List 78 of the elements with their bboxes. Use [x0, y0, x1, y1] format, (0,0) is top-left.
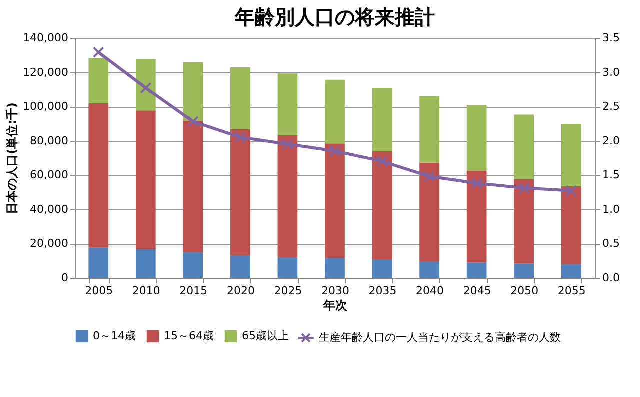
y-tick-label: 120,000: [23, 66, 68, 79]
y2-tick-label: 1.0: [602, 202, 620, 216]
y2-tick-label: 0.0: [602, 272, 620, 284]
y2-tick-label: 2.0: [602, 134, 620, 148]
legend-label: 65歳以上: [242, 329, 289, 342]
bar: [514, 264, 534, 278]
point: [424, 170, 436, 182]
bar: [136, 59, 156, 111]
point: [92, 46, 104, 58]
bar: [561, 264, 582, 278]
bar: [466, 262, 487, 278]
y-tick-label: 140,000: [23, 32, 68, 44]
bar: [372, 88, 392, 152]
bar: [372, 259, 392, 278]
x-tick-label: 2020: [226, 284, 255, 298]
y-tick-label: 20,000: [30, 237, 68, 250]
x-tick-label: 2010: [132, 284, 160, 298]
bar: [325, 80, 345, 144]
bar: [420, 262, 440, 278]
point: [518, 182, 530, 194]
bar: [420, 162, 440, 262]
y-tick-label: 80,000: [30, 134, 68, 148]
point: [140, 82, 152, 94]
bar: [372, 151, 392, 260]
x-tick-label: 2030: [322, 284, 350, 298]
bar: [230, 129, 250, 256]
bar: [88, 248, 109, 278]
y2-tick-label: 3.0: [602, 66, 620, 79]
legend-label: 0～14歳: [93, 329, 136, 342]
y-tick-label: 40,000: [30, 202, 68, 216]
bar: [183, 62, 204, 121]
point: [566, 185, 578, 197]
y2-tick-label: 1.5: [602, 168, 620, 182]
y-axis-title: 日本の人口(単位:千): [5, 102, 20, 214]
bar: [278, 74, 298, 136]
x-tick-label: 2035: [368, 284, 397, 298]
y-tick-label: 0: [62, 272, 68, 284]
x-tick-label: 2050: [510, 284, 539, 298]
x-tick-label: 2005: [85, 284, 114, 298]
bar: [183, 252, 204, 278]
y-tick-label: 100,000: [23, 100, 68, 114]
point: [329, 145, 341, 157]
bar: [136, 110, 156, 250]
bar: [278, 135, 298, 258]
point: [471, 178, 483, 190]
bar: [325, 258, 345, 278]
x-tick-label: 2015: [180, 284, 208, 298]
bar: [561, 186, 582, 264]
bar: [88, 58, 109, 104]
x-tick-label: 2045: [463, 284, 492, 298]
point: [187, 116, 199, 128]
chart-title: 年齢別人口の将来推計: [234, 5, 435, 29]
y2-tick-label: 0.5: [602, 237, 620, 250]
y2-tick-label: 2.5: [602, 100, 620, 114]
x-tick-label: 2025: [274, 284, 302, 298]
bar: [514, 114, 534, 180]
bar: [561, 124, 582, 186]
legend-label: 15～64歳: [164, 329, 214, 342]
bar: [136, 249, 156, 278]
bar: [466, 105, 487, 172]
bar: [466, 171, 487, 263]
point: [376, 156, 388, 168]
y-tick-label: 60,000: [30, 168, 68, 182]
bar: [325, 144, 345, 258]
legend-label: 生産年齢人口の一人当たりが支える高齢者の人数: [319, 331, 561, 344]
bar: [230, 255, 250, 278]
point: [282, 138, 294, 150]
bar: [230, 67, 250, 130]
x-axis-title: 年次: [322, 298, 348, 312]
y2-tick-label: 3.5: [602, 32, 620, 44]
bar: [278, 257, 298, 278]
x-tick-label: 2040: [416, 284, 444, 298]
point: [234, 132, 246, 144]
bar: [183, 120, 204, 252]
bar: [514, 179, 534, 264]
x-tick-label: 2055: [558, 284, 586, 298]
bar: [420, 96, 440, 163]
bar: [88, 103, 109, 248]
